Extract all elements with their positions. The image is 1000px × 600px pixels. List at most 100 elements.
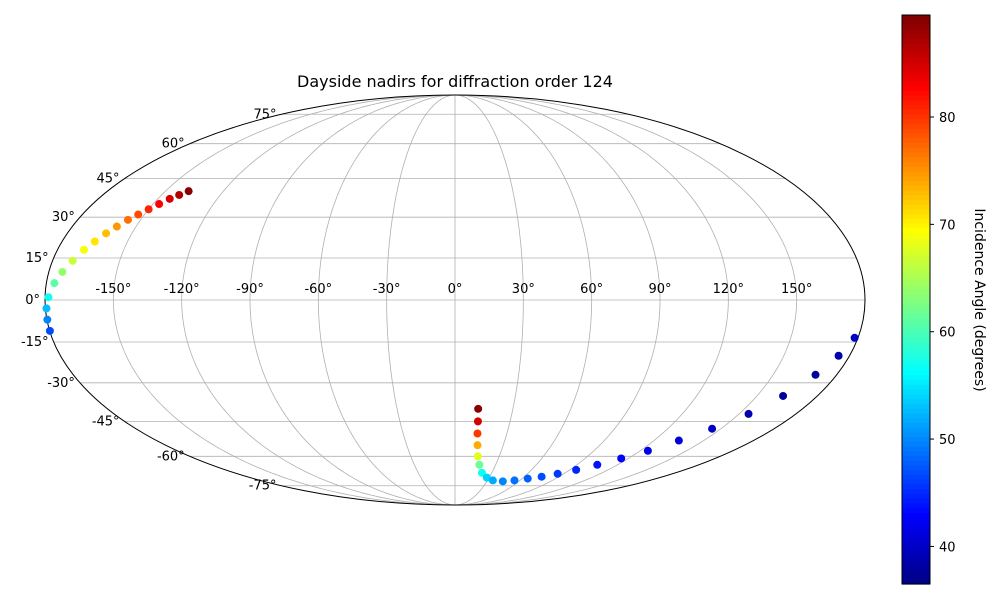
colorbar-segment <box>902 342 930 348</box>
colorbar-segment <box>902 522 930 528</box>
colorbar-segment <box>902 190 930 196</box>
colorbar-segment <box>902 218 930 225</box>
data-point <box>473 441 482 450</box>
colorbar-segment <box>902 346 930 353</box>
colorbar-segment <box>902 574 930 580</box>
colorbar-segment <box>902 356 930 362</box>
longitude-tick-label: 60° <box>580 282 603 297</box>
colorbar-segment <box>902 223 930 229</box>
colorbar-segment <box>902 266 930 272</box>
colorbar-segment <box>902 19 930 26</box>
colorbar-segment <box>902 166 930 173</box>
latitude-tick-label: 60° <box>162 137 185 152</box>
data-point <box>593 460 602 469</box>
longitude-tick-label: 120° <box>713 282 744 297</box>
colorbar-segment <box>902 71 930 78</box>
colorbar-segment <box>902 214 930 220</box>
colorbar-segment <box>902 498 930 504</box>
data-point <box>811 370 820 379</box>
data-point <box>184 187 193 196</box>
latitude-tick-label: 30° <box>52 210 75 225</box>
colorbar-segment <box>902 152 930 158</box>
data-point <box>474 404 483 413</box>
chart-title: Dayside nadirs for diffraction order 124 <box>297 72 613 91</box>
colorbar-segment <box>902 370 930 376</box>
colorbar-segment <box>902 432 930 438</box>
data-point <box>477 468 486 477</box>
colorbar-segment <box>902 546 930 552</box>
colorbar-segment <box>902 15 930 21</box>
colorbar-segment <box>902 280 930 286</box>
colorbar-segment <box>902 527 930 533</box>
colorbar-segment <box>902 199 930 206</box>
longitude-tick-label: -150° <box>95 282 131 297</box>
colorbar-segment <box>902 541 930 547</box>
colorbar-segment <box>902 351 930 357</box>
latitude-tick-label: -30° <box>47 376 75 391</box>
data-point <box>553 469 562 478</box>
colorbar-segment <box>902 531 930 538</box>
longitude-tick-label: 0° <box>448 282 463 297</box>
colorbar-segment <box>902 195 930 201</box>
colorbar-tick-label: 50 <box>939 433 956 448</box>
colorbar-segment <box>902 437 930 443</box>
colorbar-segment <box>902 204 930 211</box>
colorbar-segment <box>902 86 930 92</box>
longitude-tick-label: -60° <box>304 282 332 297</box>
data-point <box>708 424 717 433</box>
data-point <box>42 304 51 313</box>
data-point <box>617 454 626 463</box>
colorbar-segment <box>902 161 930 168</box>
data-point <box>155 200 164 209</box>
colorbar-segment <box>902 252 930 258</box>
colorbar-tick-label: 40 <box>939 540 956 555</box>
colorbar-segment <box>902 138 930 144</box>
colorbar-segment <box>902 157 930 163</box>
colorbar-segment <box>902 550 930 557</box>
data-point <box>134 210 143 219</box>
colorbar-segment <box>902 290 930 296</box>
longitude-tick-label: -30° <box>373 282 401 297</box>
colorbar-segment <box>902 261 930 267</box>
colorbar-segment <box>902 323 930 329</box>
colorbar-segment <box>902 247 930 253</box>
data-point <box>779 391 788 400</box>
longitude-tick-labels: -150° -120° -90° -60° -30° 0° 30° 60° 90° 120° 150… <box>95 282 812 297</box>
colorbar-segment <box>902 90 930 97</box>
colorbar-segment <box>902 508 930 514</box>
colorbar-segment <box>902 176 930 182</box>
colorbar-segment <box>902 180 930 187</box>
colorbar-segment <box>902 29 930 35</box>
colorbar-segment <box>902 365 930 372</box>
colorbar-segment <box>902 455 930 462</box>
data-point <box>90 237 99 246</box>
data-point <box>475 460 484 469</box>
colorbar-segment <box>902 413 930 419</box>
colorbar-segment <box>902 228 930 234</box>
colorbar-segment <box>902 133 930 139</box>
colorbar-segment <box>902 308 930 315</box>
colorbar-label: Incidence Angle (degrees) <box>971 208 987 391</box>
colorbar-tick-label: 60 <box>939 326 956 341</box>
latitude-tick-label: -75° <box>249 479 277 494</box>
colorbar-segment <box>902 375 930 381</box>
data-point <box>674 436 683 445</box>
colorbar-segment <box>902 275 930 282</box>
colorbar-segment <box>902 479 930 486</box>
colorbar-segment <box>902 57 930 64</box>
data-point <box>488 476 497 485</box>
colorbar-segment <box>902 299 930 305</box>
colorbar-segment <box>902 332 930 339</box>
longitude-tick-label: 30° <box>512 282 535 297</box>
data-point <box>850 333 859 342</box>
colorbar-segment <box>902 114 930 120</box>
colorbar-segment <box>902 418 930 424</box>
colorbar-segment <box>902 38 930 45</box>
latitude-tick-label: -60° <box>157 449 185 464</box>
colorbar-segment <box>902 76 930 82</box>
colorbar-segment <box>902 470 930 476</box>
longitude-tick-label: -120° <box>164 282 200 297</box>
colorbar-segment <box>902 555 930 561</box>
colorbar-segment <box>902 441 930 448</box>
